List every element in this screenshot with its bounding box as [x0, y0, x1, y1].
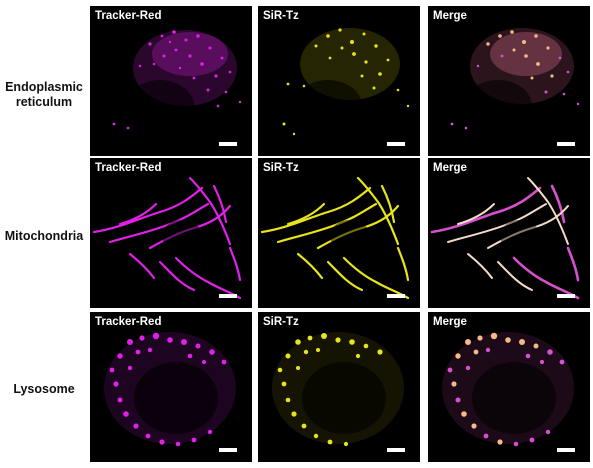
scale-bar	[219, 142, 237, 146]
lyso-sir-image	[272, 332, 404, 447]
scale-bar	[557, 448, 575, 452]
mito-merge-image	[430, 177, 580, 300]
row-label-mitochondria: Mitochondria	[0, 229, 88, 244]
panel-lyso-tracker-red: Tracker-Red	[90, 312, 252, 462]
lyso-merge-image	[442, 332, 574, 447]
panel-er-merge: Merge	[428, 6, 590, 156]
mito-sir-image	[260, 176, 410, 300]
panel-label: Tracker-Red	[95, 10, 162, 22]
panel-label: Tracker-Red	[95, 316, 162, 328]
scale-bar	[219, 294, 237, 298]
row-label-text: Lysosome	[13, 382, 75, 396]
er-tracker-image	[112, 30, 242, 132]
panel-label: Tracker-Red	[95, 162, 162, 174]
panel-label: SiR-Tz	[263, 316, 299, 328]
panel-label: SiR-Tz	[263, 10, 299, 22]
panel-label: Merge	[433, 10, 467, 22]
row-label-text: Mitochondria	[4, 229, 84, 243]
panel-label: Merge	[433, 162, 467, 174]
er-merge-image	[450, 28, 580, 132]
panel-er-sir-tz: SiR-Tz	[258, 6, 420, 156]
panel-er-tracker-red: Tracker-Red	[90, 6, 252, 156]
row-label-lysosome: Lysosome	[0, 382, 88, 397]
mito-tracker-image	[92, 176, 242, 300]
lyso-tracker-image	[104, 332, 236, 447]
scale-bar	[557, 142, 575, 146]
panel-mito-tracker-red: Tracker-Red	[90, 158, 252, 308]
panel-label: SiR-Tz	[263, 162, 299, 174]
panel-mito-merge: Merge	[428, 158, 590, 308]
scale-bar	[219, 448, 237, 452]
row-label-endoplasmic-reticulum: Endoplasmic reticulum	[0, 80, 88, 110]
scale-bar	[557, 294, 575, 298]
er-sir-image	[282, 28, 410, 136]
panel-label: Merge	[433, 316, 467, 328]
panel-mito-sir-tz: SiR-Tz	[258, 158, 420, 308]
scale-bar	[387, 294, 405, 298]
panel-lyso-sir-tz: SiR-Tz	[258, 312, 420, 462]
panel-lyso-merge: Merge	[428, 312, 590, 462]
scale-bar	[387, 142, 405, 146]
row-label-text: Endoplasmic reticulum	[5, 80, 83, 109]
scale-bar	[387, 448, 405, 452]
